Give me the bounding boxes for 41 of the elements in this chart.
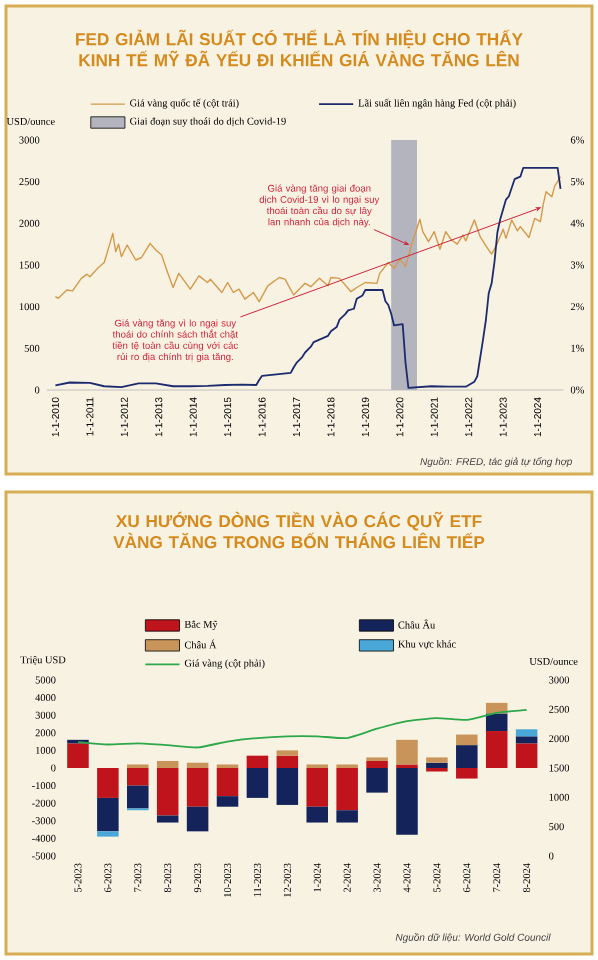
bar (336, 767, 358, 811)
bar (515, 736, 538, 744)
bar (306, 806, 329, 823)
bar (156, 760, 179, 768)
bar (246, 767, 269, 798)
bar (216, 796, 239, 807)
bar (396, 767, 418, 835)
bar (186, 806, 209, 832)
bar (515, 743, 538, 768)
bar (276, 755, 299, 768)
chart-title: XU HƯỚNG DÒNG TIỀN VÀO CÁC QUỸ ETF VÀNG TĂNG TRONG BỐN THÁNG LIÊN TIẾP (113, 511, 485, 549)
bar (156, 767, 179, 816)
bar (306, 767, 329, 807)
bar (336, 810, 358, 823)
bar (186, 767, 209, 807)
bar (97, 831, 119, 837)
bar (97, 797, 119, 832)
bar (127, 785, 149, 809)
bar (67, 743, 89, 768)
bar (426, 757, 448, 763)
bar (276, 750, 299, 756)
bar (426, 762, 448, 768)
bar (246, 755, 269, 768)
bar (485, 713, 508, 732)
bar (456, 745, 478, 768)
bar (366, 760, 388, 768)
bar (515, 729, 538, 737)
bar (485, 731, 508, 768)
bar (366, 767, 388, 793)
bar (127, 767, 149, 786)
chart-title: FED GIẢM LÃI SUẤT CÓ THỂ LÀ TÍN HIỆU CHO THẤY KINH TẾ MỸ ĐÃ YẾU ĐI KHIẾN GIÁ VÀNG TĂNG LÊN (76, 29, 523, 67)
bar (186, 762, 209, 768)
bar (97, 767, 119, 798)
bar (216, 767, 239, 797)
bar (456, 734, 478, 746)
line-series (77, 709, 528, 749)
line-series (54, 175, 562, 303)
bar (456, 767, 478, 779)
bar (396, 739, 418, 765)
bar (156, 815, 179, 823)
bar (276, 767, 299, 805)
